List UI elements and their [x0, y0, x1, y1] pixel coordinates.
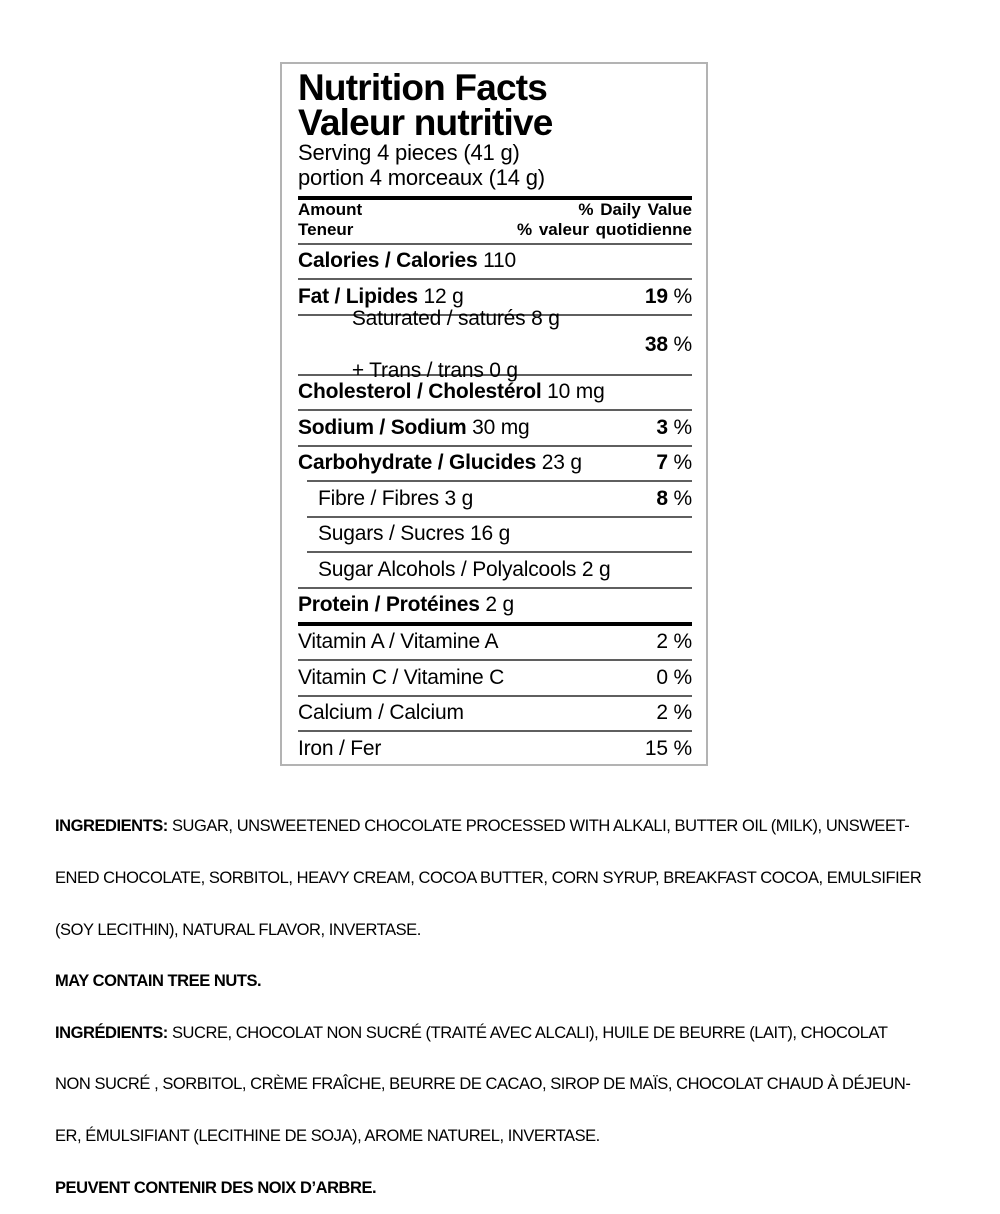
rule — [298, 730, 692, 732]
column-header-french: Teneur % valeur quotidienne — [298, 220, 692, 240]
fat-daily-value: 19 % — [644, 284, 692, 308]
ingredients-english-line2: ENED CHOCOLATE, SORBITOL, HEAVY CREAM, C… — [55, 869, 922, 888]
row-calcium: Calcium / Calcium 2 % — [298, 701, 692, 725]
rule-indented — [307, 551, 692, 553]
rule — [298, 694, 692, 697]
daily-value-header-en: % Daily Value — [578, 199, 692, 219]
column-header-english: Amount % Daily Value — [298, 200, 692, 220]
iron-daily-value: 15 % — [644, 736, 692, 760]
ingredients-english-line1: INGREDIENTS: SUGAR, UNSWEETENED CHOCOLAT… — [55, 817, 910, 836]
sodium-daily-value: 3 % — [656, 415, 692, 439]
rule — [298, 373, 692, 376]
daily-value-header-fr: % valeur quotidienne — [517, 219, 692, 239]
row-sugars: Sugars / Sucres 16 g — [318, 522, 511, 546]
allergen-statement-french: PEUVENT CONTENIR DES NOIX D’ARBRE. — [55, 1178, 377, 1197]
carbohydrate-daily-value: 7 % — [656, 451, 692, 475]
title-french: Valeur nutritive — [298, 102, 553, 143]
title-english: Nutrition Facts — [298, 67, 548, 108]
row-protein: Protein / Protéines 2 g — [298, 593, 514, 617]
row-iron: Iron / Fer 15 % — [298, 736, 692, 760]
fibre-daily-value: 8 % — [656, 486, 692, 510]
ingredients-french-line1: INGRÉDIENTS: SUCRE, CHOCOLAT NON SUCRÉ (… — [55, 1023, 888, 1042]
amount-header-en: Amount — [298, 199, 363, 219]
row-fibre: Fibre / Fibres 3 g 8 % — [318, 486, 692, 510]
rule — [298, 659, 692, 661]
saturated-line: Saturated / saturés 8 g — [351, 306, 560, 330]
heavy-rule-top — [298, 196, 692, 200]
rule-indented — [307, 515, 692, 518]
row-vitamin-c: Vitamin C / Vitamine C 0 % — [298, 665, 692, 689]
rule — [298, 586, 692, 589]
serving-size-french: portion 4 morceaux (14 g) — [298, 165, 545, 190]
row-carbohydrate: Carbohydrate / Glucides 23 g 7 % — [298, 451, 692, 475]
amount-header-fr: Teneur — [298, 219, 354, 239]
ingredients-french-label: INGRÉDIENTS: — [55, 1023, 168, 1042]
saturated-trans-daily-value: 38 % — [644, 332, 692, 356]
rule — [298, 313, 692, 316]
heavy-rule-vitamins — [298, 622, 692, 626]
rule — [298, 242, 692, 245]
vitamin-a-daily-value: 2 % — [656, 630, 692, 654]
ingredients-section: INGREDIENTS: SUGAR, UNSWEETENED CHOCOLAT… — [55, 784, 955, 1214]
rule — [298, 444, 692, 447]
ingredients-english-line3: (SOY LECITHIN), NATURAL FLAVOR, INVERTAS… — [55, 920, 421, 939]
row-sodium: Sodium / Sodium 30 mg 3 % — [298, 415, 692, 439]
row-vitamin-a: Vitamin A / Vitamine A 2 % — [298, 630, 692, 654]
row-calories: Calories / Calories 110 — [298, 249, 516, 273]
nutrition-facts-panel: Nutrition Facts Valeur nutritive Serving… — [280, 62, 708, 766]
row-fat: Fat / Lipides 12 g 19 % — [298, 284, 692, 308]
row-cholesterol: Cholesterol / Cholestérol 10 mg — [298, 380, 605, 404]
rule-indented — [307, 480, 692, 482]
row-sugar-alcohols: Sugar Alcohols / Polyalcools 2 g — [318, 557, 611, 581]
calcium-daily-value: 2 % — [656, 701, 692, 725]
row-saturated-trans: Saturated / saturés 8 g + Trans / trans … — [298, 307, 692, 382]
ingredients-french-line3: ER, ÉMULSIFIANT (LECITHINE DE SOJA), ARO… — [55, 1127, 600, 1146]
trans-line: + Trans / trans 0 g — [351, 358, 518, 382]
serving-size-english: Serving 4 pieces (41 g) — [298, 140, 520, 165]
vitamin-c-daily-value: 0 % — [656, 665, 692, 689]
ingredients-english-label: INGREDIENTS: — [55, 817, 168, 836]
rule — [298, 278, 692, 280]
ingredients-french-line2: NON SUCRÉ , SORBITOL, CRÈME FRAÎCHE, BEU… — [55, 1075, 911, 1094]
rule — [298, 409, 692, 411]
allergen-statement-english: MAY CONTAIN TREE NUTS. — [55, 972, 262, 991]
